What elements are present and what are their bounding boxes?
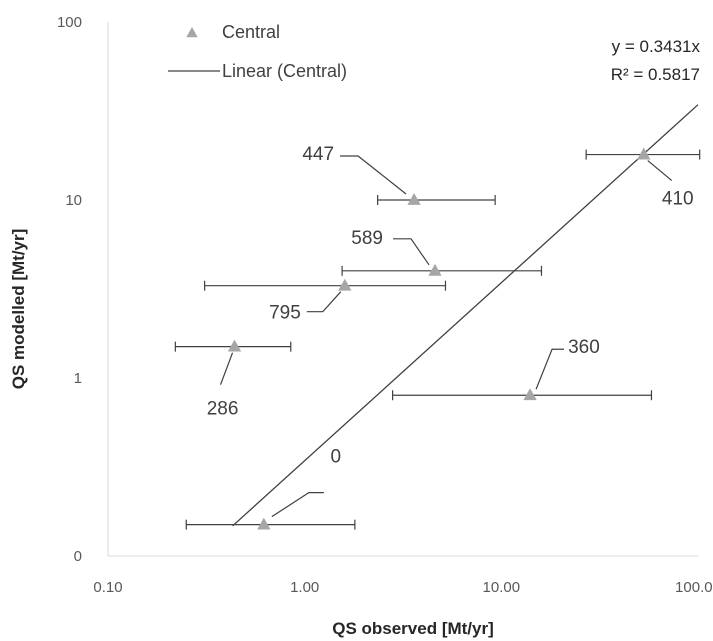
label-leader-line	[647, 160, 673, 182]
trendline-equation: y = 0.3431x R² = 0.5817	[611, 37, 701, 84]
x-tick-label: 1.00	[290, 579, 319, 596]
y-tick-label: 0	[74, 548, 82, 565]
y-tick-labels: 0 1 10 100	[57, 14, 82, 565]
plot-area: 0.10 1.00 10.00 100.00 0 1 10 100 0 286 795 589 44…	[57, 14, 713, 596]
point-label: 286	[207, 399, 239, 420]
trendline	[232, 104, 699, 527]
label-leader-line	[535, 348, 565, 390]
point-label: 360	[568, 337, 600, 358]
point-label: 0	[331, 447, 342, 468]
point-labels: 0 286 795 589 447 360 410	[207, 144, 694, 518]
data-point	[407, 193, 421, 205]
x-tick-labels: 0.10 1.00 10.00 100.00	[93, 579, 713, 596]
data-point	[338, 278, 352, 291]
trendline-r-squared-text: R² = 0.5817	[611, 65, 700, 84]
legend: Central Linear (Central)	[168, 22, 347, 81]
y-tick-label: 1	[74, 370, 82, 387]
y-tick-label: 100	[57, 14, 82, 31]
label-leader-line	[271, 492, 324, 518]
trendline-equation-text: y = 0.3431x	[612, 37, 701, 56]
legend-triangle-icon	[186, 27, 198, 38]
legend-label-central: Central	[222, 22, 280, 42]
data-point	[257, 517, 271, 530]
x-tick-label: 10.00	[483, 579, 521, 596]
data-points	[227, 147, 651, 530]
data-point	[637, 147, 651, 160]
y-tick-label: 10	[65, 192, 82, 209]
data-point	[227, 339, 242, 352]
point-label: 589	[351, 228, 383, 249]
point-label: 410	[662, 189, 694, 210]
y-axis-title: QS modelled [Mt/yr]	[9, 229, 28, 390]
x-axis-title: QS observed [Mt/yr]	[332, 619, 494, 638]
label-leader-line	[219, 352, 234, 385]
x-tick-label: 100.00	[675, 579, 713, 596]
point-label: 447	[302, 144, 334, 165]
data-point	[428, 263, 442, 276]
label-leader-line	[306, 291, 342, 313]
data-point	[523, 388, 537, 401]
point-label: 795	[269, 303, 301, 324]
legend-label-linear: Linear (Central)	[222, 61, 347, 81]
x-tick-label: 0.10	[93, 579, 122, 596]
trendline-line	[232, 104, 699, 527]
label-leader-line	[340, 155, 407, 195]
label-leader-line	[393, 238, 430, 266]
